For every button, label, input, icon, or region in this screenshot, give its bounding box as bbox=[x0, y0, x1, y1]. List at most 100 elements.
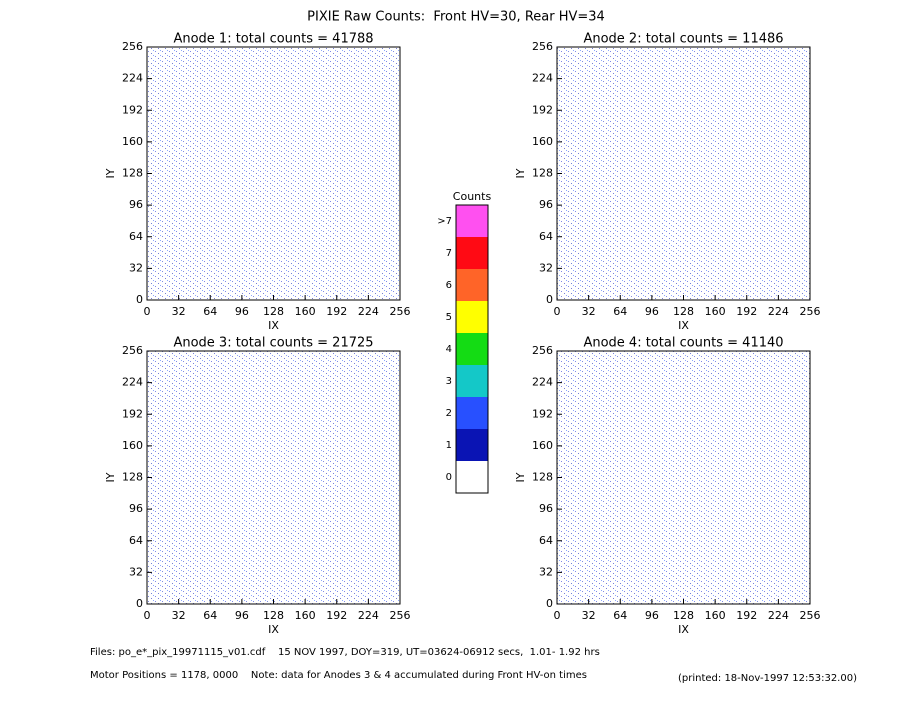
x-tick-label: 160 bbox=[295, 609, 316, 622]
colorbar-title: Counts bbox=[453, 190, 492, 203]
y-tick-label: 192 bbox=[122, 103, 143, 116]
y-tick-label: 96 bbox=[129, 502, 143, 515]
y-tick-label: 160 bbox=[122, 439, 143, 452]
colorbar-swatch bbox=[456, 429, 488, 461]
x-tick-label: 224 bbox=[358, 305, 379, 318]
y-tick-label: 64 bbox=[129, 230, 143, 243]
x-tick-label: 160 bbox=[295, 305, 316, 318]
x-tick-label: 32 bbox=[582, 609, 596, 622]
footer-files: Files: po_e*_pix_19971115_v01.cdf 15 NOV… bbox=[90, 647, 600, 658]
x-tick-label: 256 bbox=[800, 305, 821, 318]
x-tick-label: 96 bbox=[235, 305, 249, 318]
colorbar-swatch bbox=[456, 365, 488, 397]
y-tick-label: 192 bbox=[122, 407, 143, 420]
y-tick-label: 32 bbox=[129, 565, 143, 578]
y-tick-label: 224 bbox=[122, 376, 143, 389]
colorbar-swatch bbox=[456, 205, 488, 237]
y-tick-label: 256 bbox=[532, 40, 553, 53]
y-tick-label: 96 bbox=[539, 198, 553, 211]
x-tick-label: 64 bbox=[613, 609, 627, 622]
colorbar-frame bbox=[455, 204, 489, 494]
panel-title: Anode 2: total counts = 11486 bbox=[583, 32, 783, 47]
x-tick-label: 192 bbox=[736, 609, 757, 622]
plot-texture bbox=[557, 47, 810, 300]
y-tick-label: 96 bbox=[539, 502, 553, 515]
colorbar-label: 2 bbox=[446, 408, 452, 419]
x-axis-label: IX bbox=[268, 319, 279, 332]
x-tick-label: 224 bbox=[768, 609, 789, 622]
x-tick-label: 32 bbox=[172, 305, 186, 318]
x-tick-label: 160 bbox=[705, 609, 726, 622]
colorbar-swatch bbox=[456, 461, 488, 493]
y-axis-label: IY bbox=[104, 472, 117, 482]
y-tick-label: 256 bbox=[122, 344, 143, 357]
x-tick-label: 0 bbox=[144, 609, 151, 622]
y-tick-label: 256 bbox=[122, 40, 143, 53]
x-axis-label: IX bbox=[678, 319, 689, 332]
x-tick-label: 128 bbox=[673, 305, 694, 318]
x-tick-label: 64 bbox=[203, 305, 217, 318]
colorbar-label: 0 bbox=[446, 472, 452, 483]
y-tick-label: 0 bbox=[546, 293, 553, 306]
x-axis-label: IX bbox=[678, 623, 689, 636]
x-tick-label: 224 bbox=[768, 305, 789, 318]
x-tick-label: 32 bbox=[172, 609, 186, 622]
y-tick-label: 0 bbox=[136, 597, 143, 610]
x-tick-label: 0 bbox=[554, 305, 561, 318]
y-tick-label: 224 bbox=[122, 72, 143, 85]
colorbar-label: 7 bbox=[446, 248, 452, 259]
y-tick-label: 128 bbox=[122, 471, 143, 484]
y-tick-label: 0 bbox=[546, 597, 553, 610]
y-axis-label: IY bbox=[104, 168, 117, 178]
plot-texture bbox=[557, 351, 810, 604]
y-tick-label: 224 bbox=[532, 72, 553, 85]
y-tick-label: 160 bbox=[532, 439, 553, 452]
x-tick-label: 224 bbox=[358, 609, 379, 622]
y-tick-label: 32 bbox=[539, 261, 553, 274]
x-axis-label: IX bbox=[268, 623, 279, 636]
x-tick-label: 256 bbox=[390, 609, 411, 622]
x-tick-label: 160 bbox=[705, 305, 726, 318]
x-tick-label: 96 bbox=[645, 305, 659, 318]
y-tick-label: 128 bbox=[532, 471, 553, 484]
y-axis-label: IY bbox=[514, 168, 527, 178]
colorbar-swatch bbox=[456, 301, 488, 333]
panel-title: Anode 4: total counts = 41140 bbox=[583, 336, 783, 351]
x-tick-label: 64 bbox=[203, 609, 217, 622]
y-tick-label: 64 bbox=[539, 230, 553, 243]
y-tick-label: 64 bbox=[539, 534, 553, 547]
colorbar-swatch bbox=[456, 333, 488, 365]
y-axis-label: IY bbox=[514, 472, 527, 482]
colorbar-swatch bbox=[456, 269, 488, 301]
x-tick-label: 192 bbox=[736, 305, 757, 318]
x-tick-label: 128 bbox=[263, 305, 284, 318]
x-tick-label: 256 bbox=[390, 305, 411, 318]
x-tick-label: 64 bbox=[613, 305, 627, 318]
y-tick-label: 192 bbox=[532, 407, 553, 420]
x-tick-label: 0 bbox=[554, 609, 561, 622]
y-tick-label: 160 bbox=[122, 135, 143, 148]
x-tick-label: 128 bbox=[673, 609, 694, 622]
panel-title: Anode 1: total counts = 41788 bbox=[173, 32, 373, 47]
colorbar-label: 3 bbox=[446, 376, 452, 387]
colorbar-swatch bbox=[456, 397, 488, 429]
y-tick-label: 128 bbox=[532, 167, 553, 180]
plot-texture bbox=[147, 351, 400, 604]
x-tick-label: 192 bbox=[326, 305, 347, 318]
y-tick-label: 224 bbox=[532, 376, 553, 389]
footer-motor: Motor Positions = 1178, 0000 Note: data … bbox=[90, 670, 587, 681]
colorbar-swatch bbox=[456, 237, 488, 269]
x-tick-label: 96 bbox=[645, 609, 659, 622]
y-tick-label: 32 bbox=[129, 261, 143, 274]
y-tick-label: 160 bbox=[532, 135, 553, 148]
x-tick-label: 192 bbox=[326, 609, 347, 622]
footer-printed: (printed: 18-Nov-1997 12:53:32.00) bbox=[678, 673, 857, 684]
x-tick-label: 256 bbox=[800, 609, 821, 622]
y-tick-label: 32 bbox=[539, 565, 553, 578]
y-tick-label: 64 bbox=[129, 534, 143, 547]
y-tick-label: 0 bbox=[136, 293, 143, 306]
colorbar-label: >7 bbox=[437, 216, 452, 227]
page-title: PIXIE Raw Counts: Front HV=30, Rear HV=3… bbox=[307, 10, 605, 25]
